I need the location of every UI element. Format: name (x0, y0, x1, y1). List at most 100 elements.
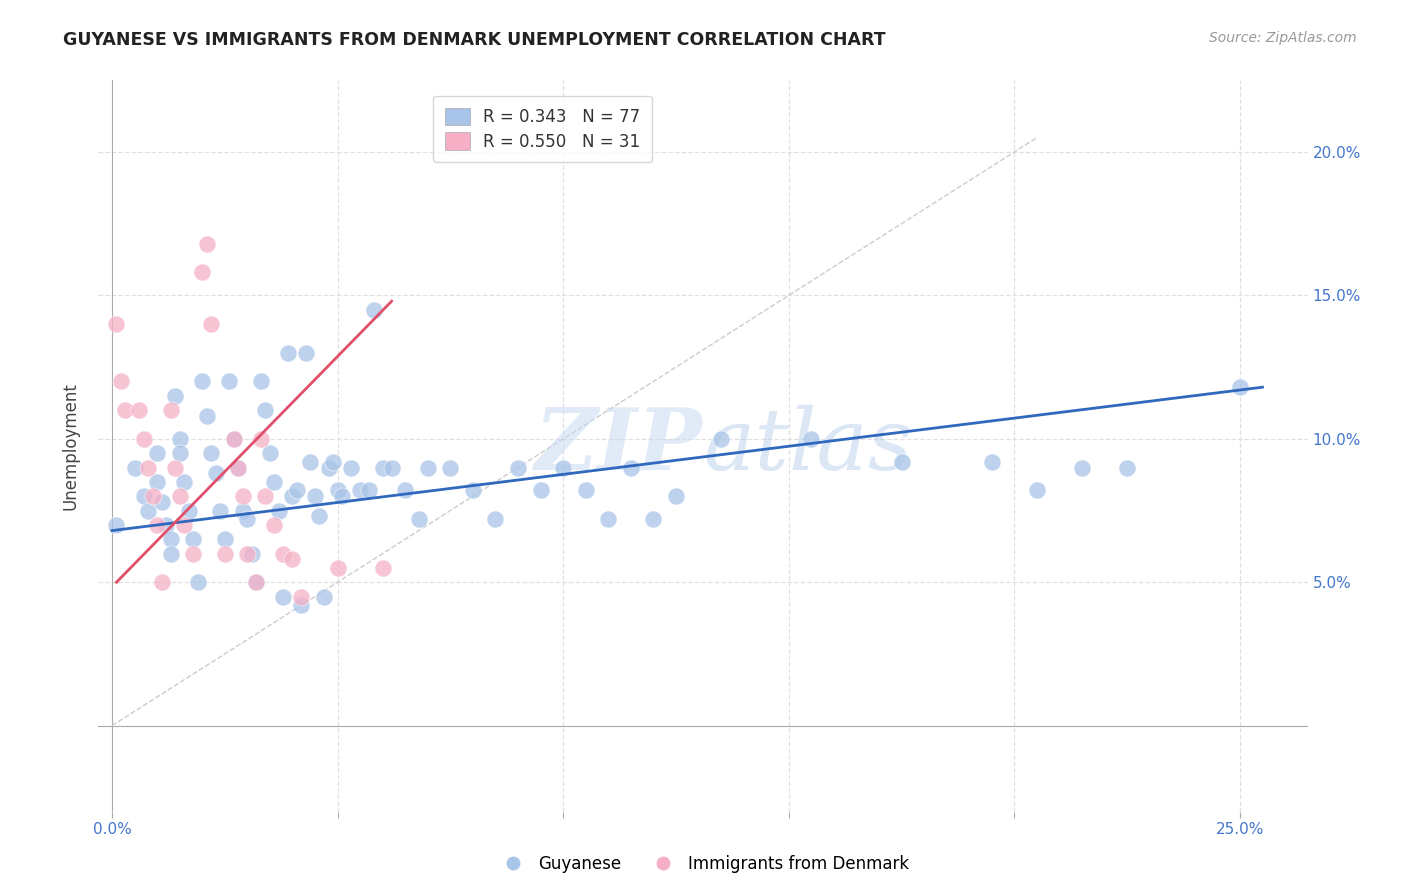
Point (240, 547, 263, 561)
Point (114, 403, 136, 417)
Point (150, 575, 173, 590)
Point (553, 460, 575, 475)
Point (408, 512, 430, 526)
Point (371, 460, 394, 475)
Point (195, 409, 218, 423)
Point (132, 489, 155, 503)
Point (245, 575, 267, 590)
Point (506, 460, 529, 475)
Point (191, 265, 214, 279)
Point (232, 489, 254, 503)
Point (150, 495, 173, 509)
Point (110, 375, 132, 389)
Point (285, 483, 308, 498)
Point (146, 446, 169, 460)
Point (371, 561, 394, 575)
Point (394, 483, 416, 498)
Point (146, 475, 169, 489)
Point (890, 455, 912, 469)
Point (349, 483, 371, 498)
Point (169, 432, 191, 446)
Point (250, 375, 273, 389)
Point (308, 509, 330, 524)
Point (159, 533, 181, 547)
Point (439, 460, 461, 475)
Point (136, 503, 159, 517)
Point (281, 489, 304, 503)
Point (273, 590, 295, 604)
Point (484, 512, 506, 526)
Point (136, 460, 159, 475)
Point (322, 455, 344, 469)
Point (105, 517, 128, 532)
Point (214, 547, 236, 561)
Point (173, 517, 195, 532)
Point (326, 561, 349, 575)
Legend: Guyanese, Immigrants from Denmark: Guyanese, Immigrants from Denmark (491, 848, 915, 880)
Point (169, 446, 191, 460)
Point (620, 460, 643, 475)
Point (155, 517, 177, 532)
Point (146, 517, 169, 532)
Point (165, 389, 187, 403)
Point (226, 460, 249, 475)
Point (177, 503, 200, 517)
Point (1071, 460, 1094, 475)
Legend: R = 0.343   N = 77, R = 0.550   N = 31: R = 0.343 N = 77, R = 0.550 N = 31 (433, 96, 652, 162)
Point (222, 432, 245, 446)
Point (226, 460, 249, 475)
Point (169, 489, 191, 503)
Point (598, 512, 620, 526)
Point (318, 460, 340, 475)
Point (263, 517, 285, 532)
Point (1025, 483, 1047, 498)
Point (254, 403, 277, 417)
Point (363, 302, 385, 317)
Point (263, 475, 285, 489)
Point (299, 455, 322, 469)
Point (1229, 380, 1251, 394)
Point (250, 432, 273, 446)
Point (209, 503, 232, 517)
Point (304, 489, 326, 503)
Point (254, 489, 277, 503)
Point (181, 533, 204, 547)
Point (359, 483, 381, 498)
Point (187, 575, 209, 590)
Point (236, 512, 259, 526)
Point (195, 236, 218, 251)
Point (710, 432, 733, 446)
Point (290, 590, 312, 604)
Point (105, 317, 128, 331)
Point (312, 590, 335, 604)
Point (326, 483, 349, 498)
Point (643, 512, 665, 526)
Point (273, 547, 295, 561)
Text: Source: ZipAtlas.com: Source: ZipAtlas.com (1209, 31, 1357, 45)
Point (132, 432, 155, 446)
Point (330, 489, 353, 503)
Point (124, 460, 146, 475)
Text: atlas: atlas (703, 405, 912, 487)
Point (159, 403, 181, 417)
Point (290, 598, 312, 612)
Point (245, 575, 267, 590)
Point (236, 547, 259, 561)
Point (222, 432, 245, 446)
Point (128, 403, 150, 417)
Point (165, 460, 187, 475)
Point (381, 460, 404, 475)
Point (277, 345, 299, 359)
Point (529, 483, 551, 498)
Text: GUYANESE VS IMMIGRANTS FROM DENMARK UNEMPLOYMENT CORRELATION CHART: GUYANESE VS IMMIGRANTS FROM DENMARK UNEM… (63, 31, 886, 49)
Point (218, 375, 240, 389)
Point (340, 460, 363, 475)
Point (200, 446, 222, 460)
Point (173, 475, 195, 489)
Point (191, 375, 214, 389)
Text: ZIP: ZIP (536, 404, 703, 488)
Point (416, 460, 439, 475)
Point (461, 483, 484, 498)
Point (295, 345, 318, 359)
Point (259, 446, 281, 460)
